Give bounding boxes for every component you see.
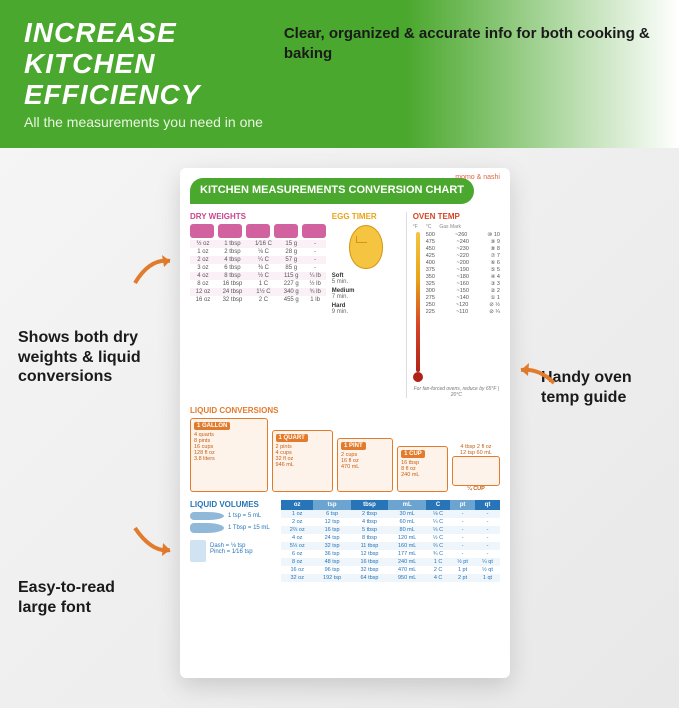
title-line1: INCREASE KITCHEN <box>24 17 177 79</box>
header-left: INCREASE KITCHEN EFFICIENCY All the meas… <box>24 18 284 130</box>
egg-timer-section: EGG TIMER Soft5 min.Medium7 min.Hard9 mi… <box>332 212 400 398</box>
tsp-icon <box>190 512 224 520</box>
callout-dry-liquid: Shows both dry weights & liquid conversi… <box>18 328 148 386</box>
arrow-icon <box>130 518 180 568</box>
chart-title: KITCHEN MEASUREMENTS CONVERSION CHART <box>190 178 474 203</box>
gallon-jug: 1 GALLON4 quarts8 pints16 cups128 fl oz3… <box>190 418 268 492</box>
header-subtitle: All the measurements you need in one <box>24 114 284 130</box>
brand-logo: momo & nashi <box>455 174 500 181</box>
header-banner: INCREASE KITCHEN EFFICIENCY All the meas… <box>0 0 679 148</box>
volumes-label: LIQUID VOLUMES <box>190 500 275 509</box>
volumes-table: oztsptbspmLCptqt 1 oz6 tsp2 tbsp30 mL⅛ C… <box>281 500 500 582</box>
oven-headers: °F °C Gas Mark <box>413 224 500 230</box>
liquid-volumes-section: LIQUID VOLUMES 1 tsp = 5 mL 1 Tbsp = 15 … <box>190 500 500 582</box>
title-line2: EFFICIENCY <box>24 79 200 110</box>
cup-jug: 1 CUP16 tbsp8 fl oz240 mL <box>397 446 448 492</box>
shaker-icon <box>190 540 206 562</box>
chart-row-1: DRY WEIGHTS ½ oz1 tbsp1⁄16 C15 g-1 oz2 t… <box>190 212 500 398</box>
arrow-icon <box>509 348 559 398</box>
liquid-conv-body: 1 GALLON4 quarts8 pints16 cups128 fl oz3… <box>190 418 500 492</box>
egg-times: Soft5 min.Medium7 min.Hard9 min. <box>332 273 400 315</box>
callout-oven-guide: Handy oven temp guide <box>541 368 661 406</box>
dry-table: ½ oz1 tbsp1⁄16 C15 g-1 oz2 tbsp⅛ C28 g-2… <box>190 240 326 304</box>
liquid-conversions-section: LIQUID CONVERSIONS 1 GALLON4 quarts8 pin… <box>190 406 500 492</box>
oven-note: For fan-forced ovens, reduce by 65°F | 2… <box>413 386 500 398</box>
main-area: Shows both dry weights & liquid conversi… <box>0 148 679 708</box>
thermometer-icon <box>413 232 423 382</box>
quarter-cup: 4 tbsp 2 fl oz 12 tsp 60 mL ¼ CUP <box>452 444 500 492</box>
oven-temp-section: OVEN TEMP °F °C Gas Mark 500~260⑩ 10475~… <box>406 212 500 398</box>
quarter-cup-icon <box>452 456 500 486</box>
volumes-left: LIQUID VOLUMES 1 tsp = 5 mL 1 Tbsp = 15 … <box>190 500 275 582</box>
pint-jug: 1 PINT2 cups16 fl oz470 mL <box>337 438 393 492</box>
oven-label: OVEN TEMP <box>413 212 500 221</box>
oven-rows: 500~260⑩ 10475~240⑨ 9450~230⑧ 8425~220⑦ … <box>426 232 500 382</box>
quart-jug: 1 QUART2 pints4 cups32 fl oz946 mL <box>272 430 333 492</box>
egg-label: EGG TIMER <box>332 212 400 221</box>
conversion-chart: momo & nashi KITCHEN MEASUREMENTS CONVER… <box>180 168 510 678</box>
spoon-conversions: 1 tsp = 5 mL 1 Tbsp = 15 mL Dash = ⅛ tsp… <box>190 512 275 562</box>
dry-header-icons <box>190 224 326 238</box>
header-title: INCREASE KITCHEN EFFICIENCY <box>24 18 284 110</box>
dry-label: DRY WEIGHTS <box>190 212 326 221</box>
tbsp-icon <box>190 523 224 533</box>
liquid-conv-label: LIQUID CONVERSIONS <box>190 406 500 415</box>
oven-body: 500~260⑩ 10475~240⑨ 9450~230⑧ 8425~220⑦ … <box>413 232 500 382</box>
dry-weights-section: DRY WEIGHTS ½ oz1 tbsp1⁄16 C15 g-1 oz2 t… <box>190 212 326 398</box>
header-right-text: Clear, organized & accurate info for bot… <box>284 24 655 63</box>
volumes-table-wrap: oztsptbspmLCptqt 1 oz6 tsp2 tbsp30 mL⅛ C… <box>281 500 500 582</box>
egg-icon <box>349 225 383 269</box>
arrow-icon <box>130 243 180 293</box>
callout-large-font: Easy-to-read large font <box>18 578 148 616</box>
